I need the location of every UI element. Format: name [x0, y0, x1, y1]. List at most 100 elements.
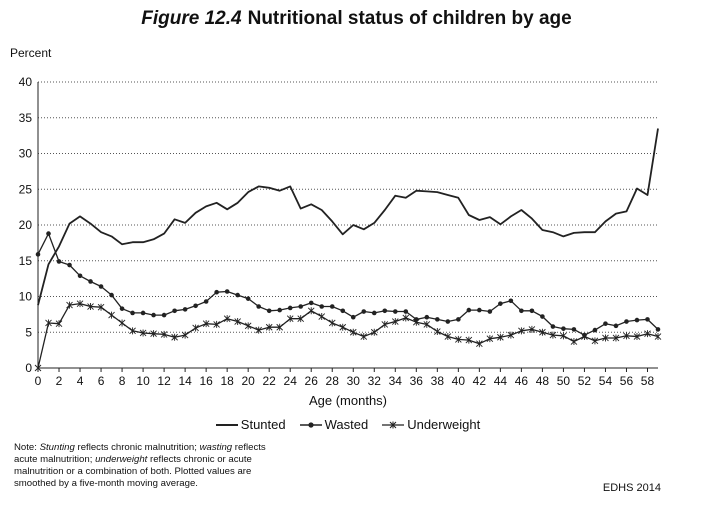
data-point-wasted — [46, 231, 51, 236]
data-point-wasted — [435, 317, 440, 322]
note-text-3: reflects chronic or acute malnutrition o… — [14, 454, 252, 489]
x-tick-label: 18 — [220, 374, 234, 388]
data-point-underweight — [391, 318, 399, 326]
x-tick-label: 36 — [410, 374, 424, 388]
data-point-underweight — [591, 337, 599, 345]
x-tick-label: 0 — [35, 374, 42, 388]
data-point-wasted — [592, 327, 598, 333]
data-point-underweight — [581, 333, 588, 341]
data-point-wasted — [403, 309, 409, 314]
data-point-underweight — [150, 330, 157, 338]
data-point-wasted — [287, 305, 293, 311]
x-tick-label: 10 — [136, 374, 150, 388]
data-point-wasted — [319, 304, 325, 309]
figure-label: Figure 12.4 — [141, 8, 242, 29]
data-point-wasted — [151, 312, 156, 318]
x-tick-label: 54 — [599, 374, 613, 388]
data-point-underweight — [318, 313, 326, 321]
data-point-wasted — [350, 314, 356, 320]
data-point-underweight — [171, 333, 178, 341]
data-point-underweight — [476, 340, 483, 348]
y-tick-label: 40 — [19, 75, 33, 89]
x-tick-label: 32 — [368, 374, 382, 388]
data-point-wasted — [392, 309, 398, 314]
x-tick-label: 58 — [641, 374, 655, 388]
data-point-underweight — [213, 320, 220, 328]
data-point-wasted — [77, 273, 83, 279]
source-label: EDHS 2014 — [602, 482, 661, 494]
data-point-wasted — [540, 314, 545, 319]
data-point-wasted — [193, 303, 198, 309]
note-prefix: Note: — [14, 442, 40, 453]
y-tick-label: 15 — [19, 254, 33, 268]
data-point-wasted — [130, 310, 135, 316]
data-point-wasted — [109, 292, 114, 298]
data-point-underweight — [160, 330, 168, 338]
data-point-underweight — [286, 315, 294, 323]
data-point-underweight — [66, 301, 73, 309]
x-tick-label: 46 — [515, 374, 529, 388]
data-point-underweight — [623, 332, 630, 340]
data-point-wasted — [182, 307, 188, 312]
data-point-wasted — [466, 307, 472, 313]
data-point-underweight — [234, 318, 241, 326]
data-point-underweight — [349, 328, 357, 336]
legend-asterisk-icon — [382, 421, 405, 428]
figure-title: Nutritional status of children by age — [247, 8, 572, 29]
data-point-underweight — [34, 364, 42, 372]
x-axis-label: Age (months) — [308, 393, 388, 408]
data-point-wasted — [224, 289, 230, 294]
legend-line-icon — [215, 423, 238, 426]
x-tick-label: 40 — [452, 374, 466, 388]
x-tick-label: 14 — [178, 374, 192, 388]
data-point-underweight — [455, 335, 462, 343]
legend-dot-icon — [299, 421, 322, 428]
data-point-underweight — [381, 320, 389, 328]
y-tick-label: 10 — [19, 290, 33, 304]
x-tick-label: 38 — [431, 374, 445, 388]
x-tick-label: 22 — [263, 374, 277, 388]
data-point-underweight — [181, 331, 189, 339]
data-point-underweight — [139, 329, 147, 337]
data-point-wasted — [519, 308, 524, 314]
data-point-underweight — [507, 331, 515, 339]
data-point-wasted — [361, 309, 367, 314]
data-point-wasted — [371, 310, 377, 316]
data-point-underweight — [55, 320, 63, 328]
x-tick-label: 26 — [305, 374, 319, 388]
x-tick-label: 34 — [389, 374, 403, 388]
data-point-wasted — [498, 301, 503, 306]
data-point-underweight — [423, 320, 431, 328]
note-text-1: reflects chronic malnutrition; — [74, 442, 200, 453]
y-axis-label: Percent — [10, 46, 52, 60]
x-tick-label: 44 — [494, 374, 508, 388]
data-point-wasted — [214, 289, 219, 295]
data-point-underweight — [465, 336, 473, 344]
data-point-underweight — [223, 315, 231, 323]
data-point-underweight — [560, 332, 567, 340]
data-point-underweight — [402, 314, 410, 322]
data-point-wasted — [613, 323, 619, 329]
data-point-wasted — [308, 300, 314, 306]
x-tick-label: 52 — [578, 374, 592, 388]
data-point-wasted — [119, 306, 125, 311]
data-point-wasted — [298, 304, 304, 309]
data-point-underweight — [255, 326, 262, 334]
data-point-wasted — [256, 304, 261, 309]
data-point-underweight — [45, 319, 52, 327]
y-tick-label: 30 — [19, 147, 33, 161]
data-point-underweight — [539, 328, 546, 336]
data-point-underweight — [108, 311, 115, 319]
legend-item-wasted: Wasted — [299, 417, 368, 432]
legend-label-stunted: Stunted — [240, 417, 286, 432]
data-point-wasted — [98, 284, 104, 289]
data-point-wasted — [67, 262, 72, 268]
data-point-underweight — [549, 331, 557, 339]
x-tick-label: 42 — [473, 374, 487, 388]
data-point-underweight — [307, 307, 315, 315]
data-point-underweight — [528, 325, 536, 333]
data-point-wasted — [329, 304, 335, 309]
data-point-wasted — [445, 319, 451, 324]
data-point-wasted — [655, 327, 661, 332]
data-point-wasted — [235, 292, 240, 298]
